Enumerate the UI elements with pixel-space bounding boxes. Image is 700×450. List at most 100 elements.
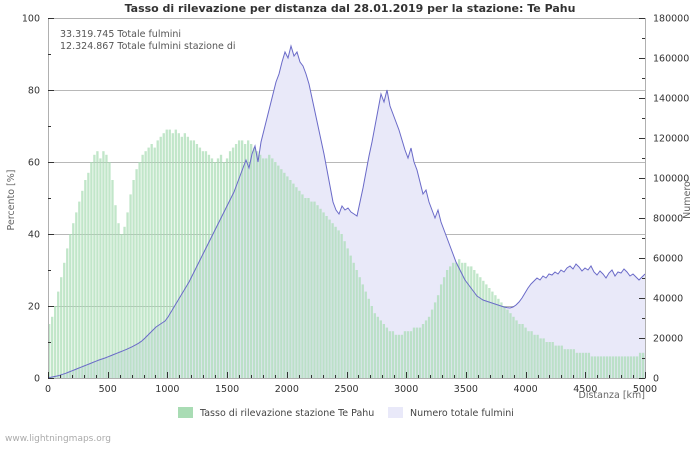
bar (542, 338, 545, 378)
bar (452, 262, 455, 378)
bar (271, 158, 274, 378)
y-right-tick-label: 120000 (653, 134, 689, 145)
bar (268, 154, 271, 378)
bar (436, 295, 440, 378)
bar (467, 266, 470, 378)
bar (566, 349, 569, 378)
y-right-tick-label: 100000 (653, 174, 689, 185)
bar (578, 352, 581, 378)
bar (147, 147, 150, 378)
bar (295, 187, 298, 378)
bar (614, 356, 618, 378)
legend-swatch (178, 407, 193, 418)
bar (512, 316, 515, 378)
bar (210, 158, 214, 378)
bar (449, 266, 452, 378)
x-tick-label: 1500 (215, 384, 239, 395)
bar (629, 356, 633, 378)
bar (515, 320, 518, 378)
bar (78, 201, 81, 378)
bar (231, 147, 235, 378)
bar (364, 291, 367, 378)
bar (292, 183, 295, 378)
bar (213, 162, 217, 378)
bar (222, 162, 226, 378)
bar (418, 327, 422, 378)
bar (430, 309, 434, 378)
bar (51, 316, 54, 378)
bar (470, 266, 473, 378)
bar (165, 129, 168, 378)
bar (132, 180, 135, 378)
bar (216, 158, 220, 378)
bar (87, 172, 90, 378)
bar (635, 356, 639, 378)
bar (304, 198, 307, 378)
bar (96, 151, 99, 378)
legend-label: Tasso di rilevazione stazione Te Pahu (199, 408, 374, 419)
x-tick-label: 4000 (514, 384, 538, 395)
bar (536, 334, 539, 378)
bar (219, 154, 223, 378)
bar (93, 154, 96, 378)
bar (605, 356, 609, 378)
bar (620, 356, 624, 378)
bar (530, 331, 533, 378)
bar (117, 223, 120, 378)
bar (289, 180, 292, 378)
bar (476, 273, 479, 378)
bar (379, 320, 382, 378)
y-left-tick-label: 20 (28, 302, 40, 313)
legend-label: Numero totale fulmini (410, 408, 514, 419)
bar (105, 154, 108, 378)
bar (545, 342, 548, 378)
bar (539, 338, 542, 378)
bar (551, 342, 554, 378)
bar (632, 356, 636, 378)
bar (153, 147, 156, 378)
bar (617, 356, 621, 378)
bar (174, 129, 177, 378)
bar (442, 277, 446, 378)
bar (596, 356, 600, 378)
bar (397, 334, 401, 378)
y-axis-left-title: Percento [%] (6, 169, 17, 230)
bar (455, 262, 458, 378)
bar (298, 190, 301, 378)
bar (572, 349, 575, 378)
bar (54, 306, 57, 378)
x-axis-tick-labels: 0 500 1000 1500 2000 2500 3000 3500 4000 4500 5000 (45, 384, 657, 395)
bar (415, 327, 419, 378)
bar (557, 345, 560, 378)
bar (406, 331, 410, 378)
bar (129, 194, 132, 378)
bar (177, 133, 180, 378)
bar (159, 136, 162, 378)
bar (301, 194, 304, 378)
bar (376, 316, 379, 378)
legend-item: Tasso di rilevazione stazione Te Pahu (178, 407, 374, 419)
y-right-tick-label: 40000 (653, 294, 683, 305)
bar (228, 151, 232, 378)
y-left-tick-label: 80 (28, 86, 40, 97)
bar (346, 248, 349, 378)
bar (120, 234, 123, 378)
bar (150, 144, 153, 378)
bar (60, 277, 63, 378)
bar (533, 334, 536, 378)
bar (201, 151, 205, 378)
annotation-total-lightning: 33.319.745 Totale fulmini (60, 29, 181, 40)
bar (253, 147, 256, 378)
detection-rate-bars (48, 129, 645, 378)
y-right-tick-label: 180000 (653, 14, 689, 25)
bar (234, 144, 238, 378)
bar (518, 324, 521, 378)
bar (274, 162, 277, 378)
bar (400, 334, 404, 378)
bar (587, 352, 591, 378)
bar (581, 352, 584, 378)
bar (439, 284, 443, 378)
bar (427, 316, 431, 378)
bar (421, 324, 425, 378)
